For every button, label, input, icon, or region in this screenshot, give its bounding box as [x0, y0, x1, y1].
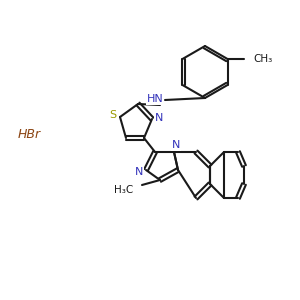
Text: CH₃: CH₃ — [254, 54, 273, 64]
Text: HBr: HBr — [18, 128, 41, 142]
Text: N: N — [172, 140, 180, 150]
Text: S: S — [110, 110, 117, 120]
Text: N: N — [155, 113, 163, 123]
Text: H₃C: H₃C — [114, 185, 133, 195]
Text: HN: HN — [147, 94, 164, 104]
Text: N: N — [135, 167, 143, 177]
